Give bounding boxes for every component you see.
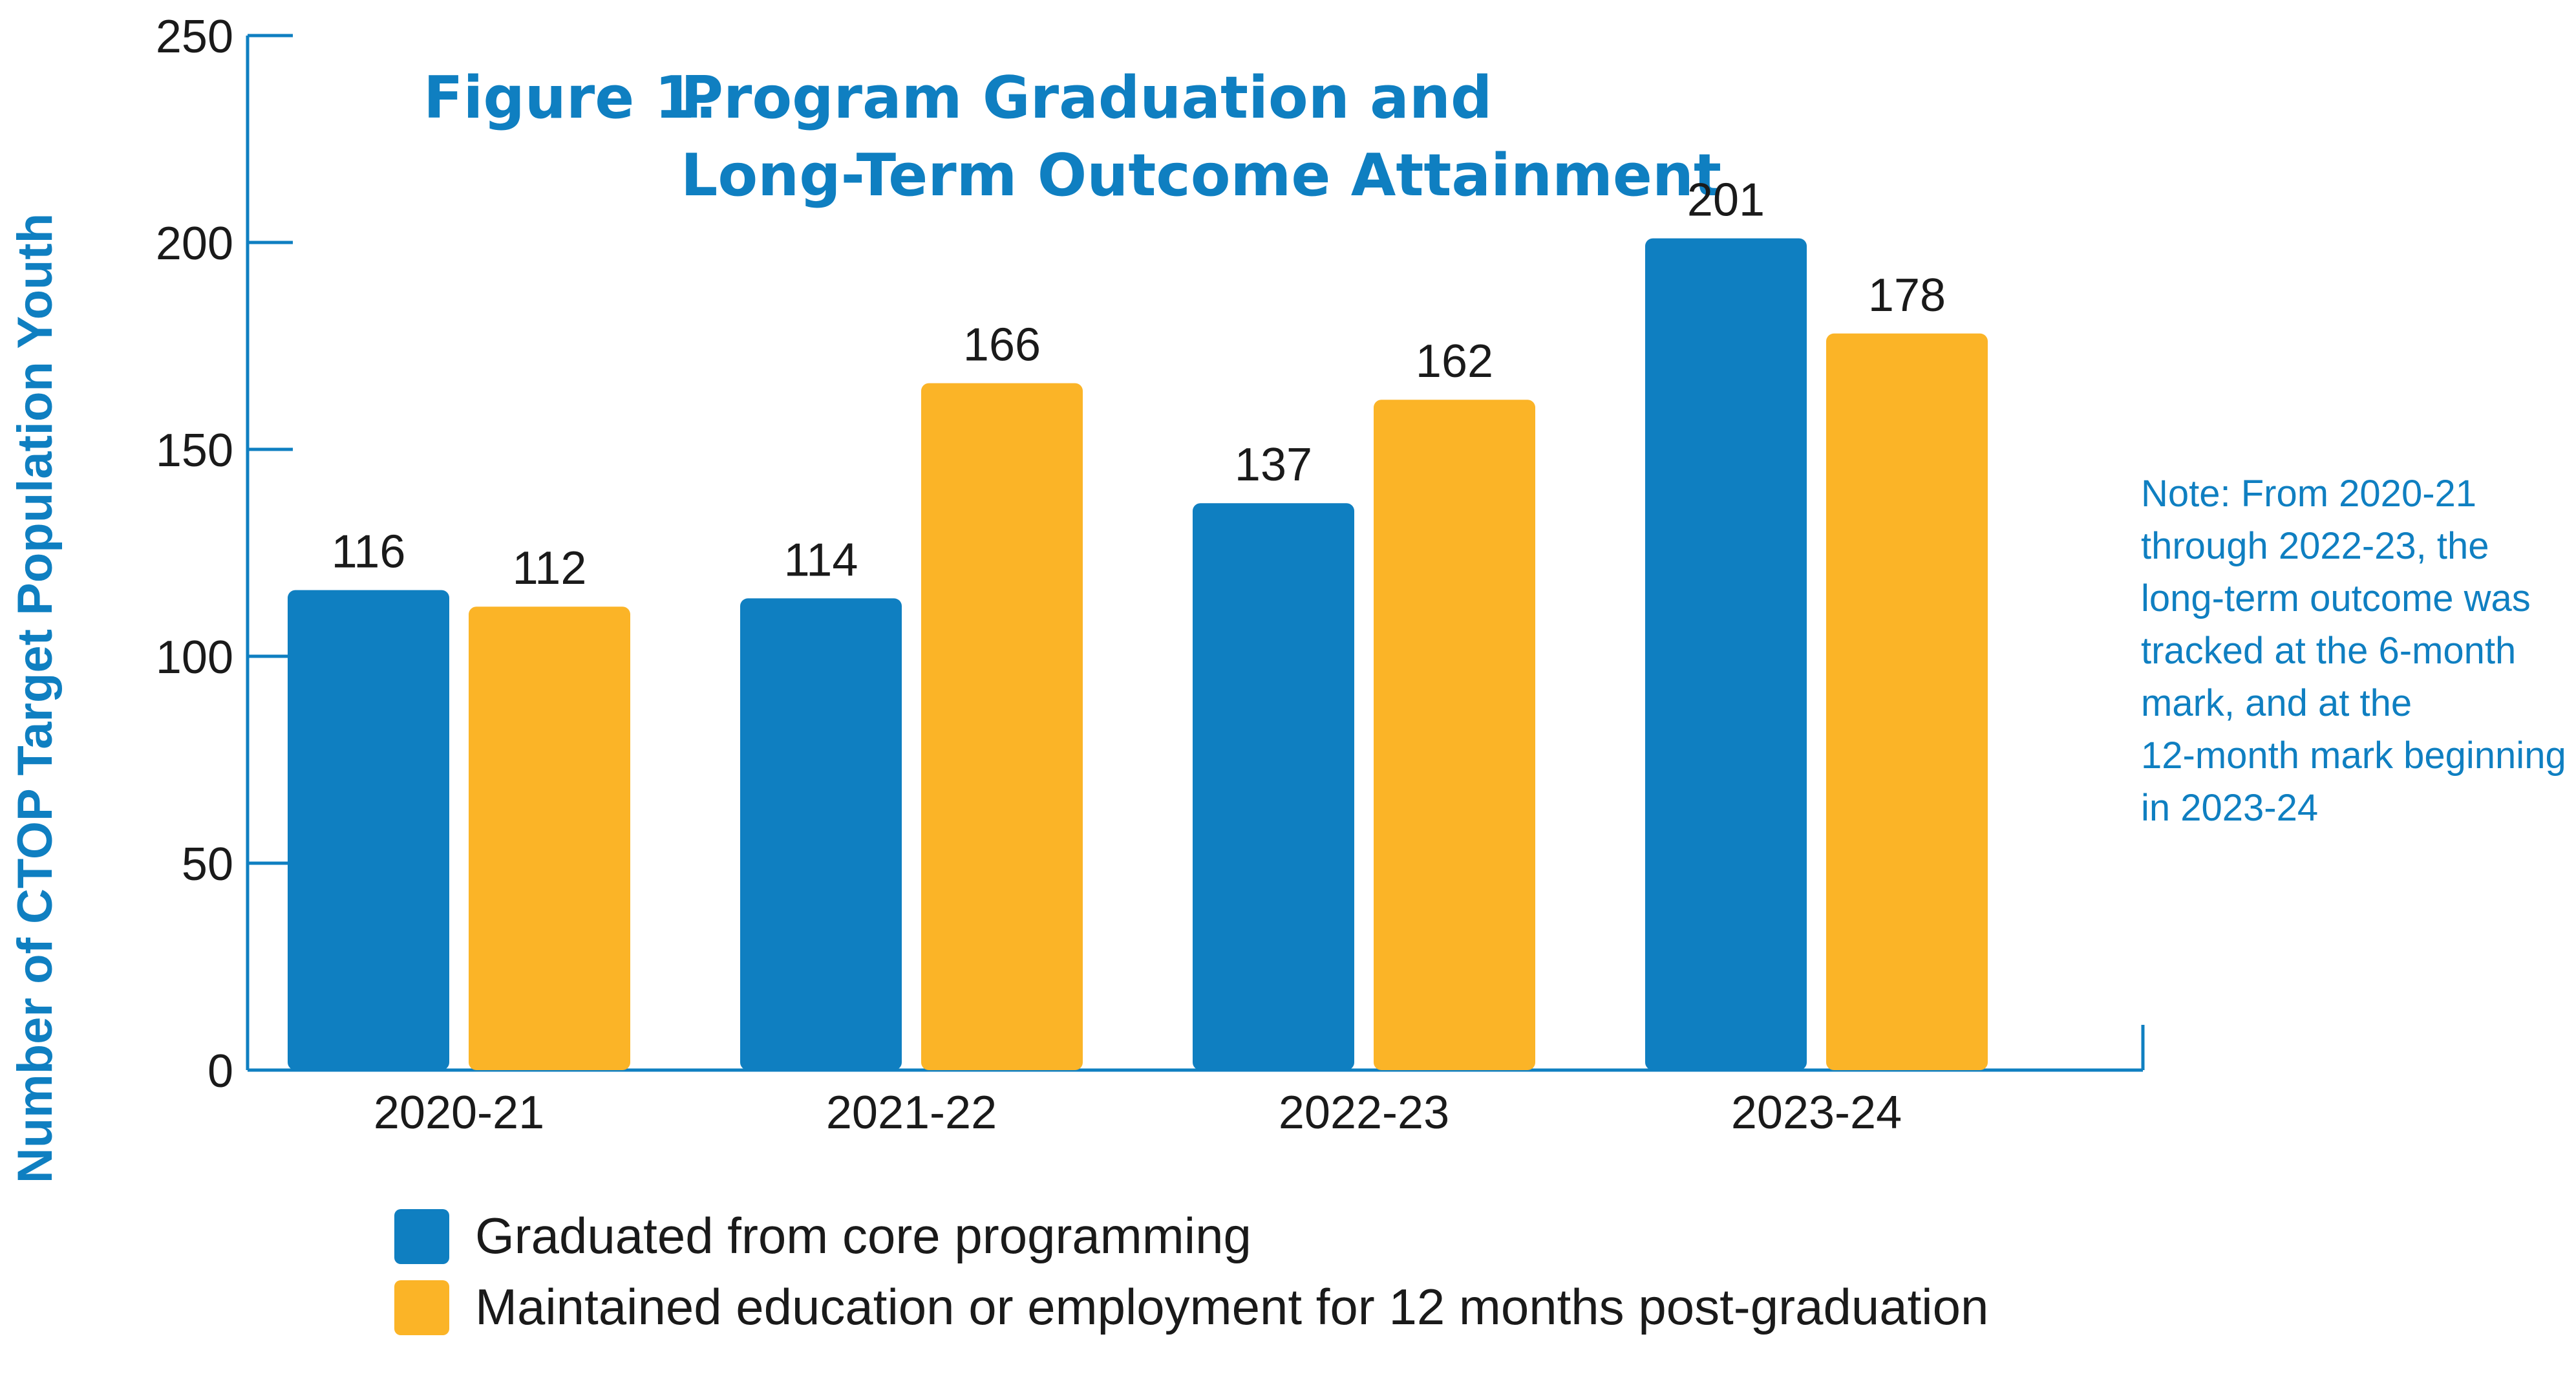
note-line: tracked at the 6-month	[2141, 630, 2516, 672]
bar-value-label: 116	[332, 526, 406, 578]
bar	[740, 598, 902, 1070]
x-tick-label: 2022-23	[1279, 1087, 1449, 1139]
bar-value-label: 166	[963, 319, 1041, 371]
note-line: through 2022-23, the	[2141, 525, 2489, 567]
title-line-1: Program Graduation and	[681, 64, 1492, 132]
y-tick-label: 50	[182, 839, 233, 890]
bar	[469, 606, 630, 1070]
legend-swatch	[394, 1209, 449, 1264]
bar	[1193, 503, 1354, 1070]
note-line: mark, and at the	[2141, 682, 2412, 724]
y-tick-label: 100	[156, 632, 233, 683]
x-tick-label: 2020-21	[374, 1087, 544, 1139]
x-tick-label: 2021-22	[826, 1087, 997, 1139]
legend: Graduated from core programming Maintaine…	[394, 1207, 1988, 1335]
note-line: 12-month mark beginning	[2141, 735, 2566, 777]
y-axis-title: Number of CTOP Target Population Youth	[8, 213, 63, 1183]
bar	[921, 383, 1083, 1070]
y-tick-label: 250	[156, 11, 233, 63]
chart-note: Note: From 2020-21 through 2022-23, the lo…	[2141, 473, 2566, 829]
bar	[1374, 400, 1535, 1071]
note-line: Note: From 2020-21	[2141, 473, 2476, 515]
bar-value-label: 201	[1687, 175, 1765, 226]
x-tick-label: 2023-24	[1731, 1087, 1902, 1139]
bar-value-label: 137	[1235, 439, 1312, 491]
note-line: in 2023-24	[2141, 787, 2318, 829]
legend-swatch	[394, 1280, 449, 1335]
chart-title: Figure 1. Program Graduation and Long-Te…	[423, 64, 1721, 209]
y-tick-label: 0	[208, 1046, 233, 1097]
y-tick-label: 150	[156, 425, 233, 477]
legend-label: Graduated from core programming	[475, 1207, 1251, 1264]
legend-label: Maintained education or employment for 1…	[475, 1278, 1988, 1335]
bar-value-label: 112	[513, 542, 587, 594]
bar	[288, 590, 449, 1070]
bar	[1826, 333, 1988, 1070]
bars: 116 112 2020-21 114 166 2021-22 137 162 2022-23 2…	[288, 175, 1988, 1139]
bar	[1645, 238, 1807, 1071]
bar-value-label: 162	[1416, 336, 1493, 387]
bar-value-label: 178	[1868, 270, 1946, 321]
title-line-2: Long-Term Outcome Attainment	[681, 142, 1721, 209]
y-tick-label: 200	[156, 218, 233, 270]
bar-value-label: 114	[784, 534, 858, 586]
figure-number: Figure 1.	[423, 64, 717, 132]
note-line: long-term outcome was	[2141, 577, 2531, 619]
